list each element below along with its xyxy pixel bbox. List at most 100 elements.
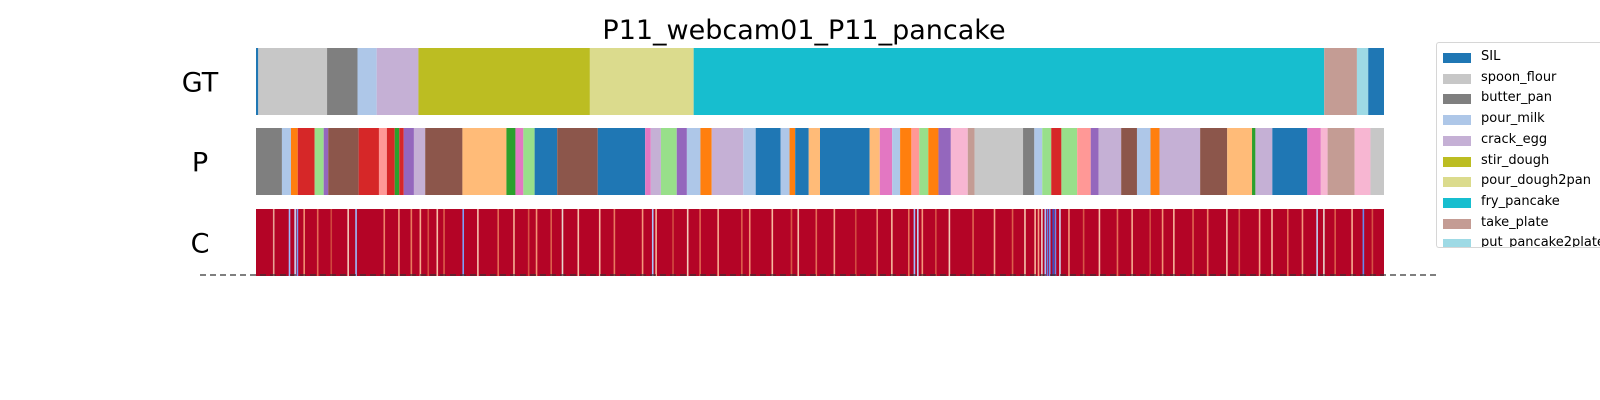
confidence-stripe <box>477 209 479 276</box>
segment-pour-milk <box>686 128 701 195</box>
legend-label: fry_pancake <box>1481 193 1560 209</box>
confidence-stripe <box>1034 209 1036 276</box>
confidence-stripe <box>1286 209 1289 276</box>
confidence-stripe <box>383 209 386 276</box>
segment-butter-pan <box>1023 128 1035 195</box>
confidence-stripe <box>316 209 319 276</box>
confidence-stripe <box>651 209 654 276</box>
segment-other-10 <box>950 128 968 195</box>
confidence-stripe <box>1192 209 1194 276</box>
confidence-stripe <box>613 209 616 276</box>
segment-other-7 <box>403 128 414 195</box>
segment-other-5 <box>1061 128 1078 195</box>
confidence-stripe <box>497 209 499 276</box>
segment-other-7 <box>1090 128 1099 195</box>
segment-other-3 <box>869 128 880 195</box>
legend-label: SIL <box>1481 49 1501 64</box>
segment-other-7 <box>676 128 687 195</box>
confidence-stripe <box>303 209 305 276</box>
segment-other-6 <box>645 128 651 195</box>
confidence-stripe <box>741 209 743 276</box>
confidence-stripe <box>1048 209 1051 276</box>
row-c: C <box>191 209 1384 276</box>
legend-label: take_plate <box>1481 214 1549 230</box>
segment-crack-egg <box>376 48 419 115</box>
segment-butter-pan <box>256 128 282 195</box>
chart-title: P11_webcam01_P11_pancake <box>602 15 1005 46</box>
confidence-stripe <box>655 209 657 276</box>
legend-swatch <box>1443 135 1471 146</box>
segment-other-1 <box>297 128 315 195</box>
segment-butter-pan <box>327 48 358 115</box>
legend-label: pour_milk <box>1481 111 1545 127</box>
segment-pour-milk <box>780 128 790 195</box>
row-label-c: C <box>191 229 210 260</box>
legend-swatch <box>1443 115 1471 126</box>
confidence-stripe <box>355 209 357 276</box>
segment-crack-egg <box>1098 128 1122 195</box>
segment-spoon-flour <box>258 48 328 115</box>
confidence-stripe <box>913 209 916 276</box>
confidence-stripe <box>1131 209 1133 276</box>
legend-swatch <box>1443 218 1471 229</box>
segment-crack-egg <box>413 128 426 195</box>
confidence-stripe <box>717 209 719 276</box>
legend-swatch <box>1443 73 1471 84</box>
confidence-stripe <box>1238 209 1241 276</box>
confidence-stripe <box>1323 209 1325 276</box>
legend-swatch <box>1443 53 1471 63</box>
legend-label: pour_dough2pan <box>1481 173 1591 189</box>
confidence-stripe <box>1082 209 1085 276</box>
confidence-stripe <box>1206 209 1209 276</box>
row-label-gt: GT <box>182 68 219 99</box>
segment-other-1 <box>1051 128 1062 195</box>
confidence-stripe <box>1362 209 1365 276</box>
confidence-stripe <box>1271 209 1273 276</box>
segment-pour-milk <box>281 128 291 195</box>
confidence-stripe <box>1044 209 1047 276</box>
confidence-stripe <box>1059 209 1061 276</box>
segment-other-8 <box>900 128 912 195</box>
confidence-stripe <box>1052 209 1054 276</box>
segment-pour-milk <box>1136 128 1151 195</box>
legend-label: crack_egg <box>1481 131 1548 147</box>
confidence-stripe <box>686 209 689 276</box>
confidence-stripe <box>419 209 422 276</box>
segment-other-4 <box>394 128 400 195</box>
confidence-stripe <box>1161 209 1164 276</box>
segment-other-1 <box>399 128 404 195</box>
confidence-stripe <box>436 209 439 276</box>
confidence-stripe <box>907 209 910 276</box>
confidence-stripe <box>1371 209 1374 276</box>
segment-spoon-flour <box>1370 128 1384 195</box>
confidence-stripe <box>296 209 299 276</box>
segment-other-6 <box>1307 128 1321 195</box>
confidence-stripe <box>294 209 296 276</box>
segment-SIL <box>597 128 646 195</box>
segment-other-9 <box>911 128 920 195</box>
confidence-stripe <box>917 209 919 276</box>
segment-other-6 <box>879 128 893 195</box>
segment-other-2 <box>1200 128 1228 195</box>
segment-other-10 <box>1354 128 1371 195</box>
confidence-stripe <box>513 209 515 276</box>
confidence-stripe <box>1041 209 1043 276</box>
row-gt: GT <box>182 48 1384 115</box>
segment-other-2 <box>425 128 463 195</box>
confidence-stripe <box>1098 209 1101 276</box>
segment-other-2 <box>328 128 359 195</box>
confidence-stripe <box>972 209 974 276</box>
confidence-stripe <box>1149 209 1151 276</box>
legend-swatch <box>1443 94 1471 105</box>
confidence-stripe <box>1316 209 1318 276</box>
segment-fry-pancake <box>693 48 1325 115</box>
confidence-stripe <box>462 209 465 276</box>
legend-swatch <box>1443 197 1471 208</box>
confidence-stripe <box>1301 209 1304 276</box>
confidence-stripe <box>1037 209 1040 276</box>
confidence-stripe <box>1173 209 1175 276</box>
segment-SIL <box>755 128 781 195</box>
segment-SIL <box>534 128 558 195</box>
